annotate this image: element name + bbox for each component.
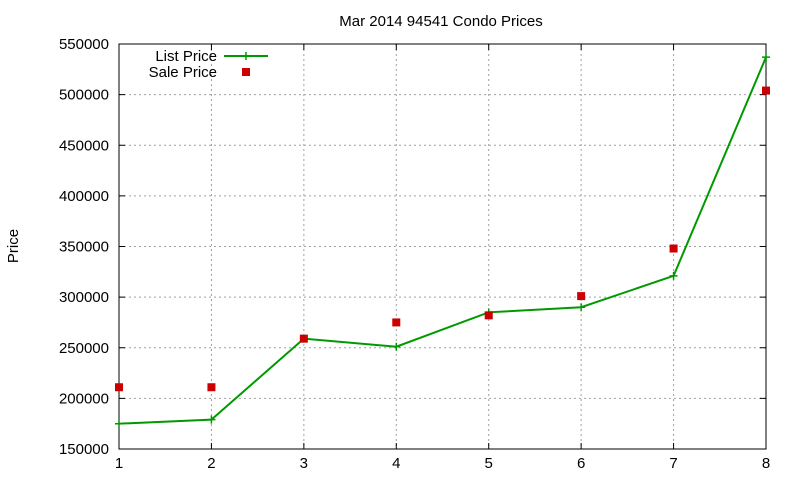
series-layer: [115, 53, 770, 428]
list-price-point: [207, 415, 216, 424]
plot-frame: [118, 43, 767, 450]
legend-item-sale-price: Sale Price: [149, 64, 250, 81]
y-tick-label: 200000: [59, 390, 109, 407]
x-tick-label: 8: [762, 455, 770, 472]
legend-item-list-price: List Price: [155, 48, 268, 65]
x-tick-label: 4: [392, 455, 400, 472]
x-tick-label: 1: [115, 455, 123, 472]
y-tick-label: 300000: [59, 289, 109, 306]
list-price-point: [392, 342, 401, 351]
legend: List Price Sale Price: [149, 48, 268, 81]
sale-price-point: [669, 244, 678, 253]
y-tick-label: 500000: [59, 87, 109, 104]
y-tick-label: 250000: [59, 340, 109, 357]
sale-price-point: [392, 318, 401, 327]
list-price-point: [669, 271, 678, 280]
list-price-point: [577, 303, 586, 312]
y-tick-label: 150000: [59, 441, 109, 458]
grid-lines: [119, 44, 766, 449]
y-axis-label: Price: [5, 229, 22, 263]
sale-price-point: [299, 334, 308, 343]
x-tick-label: 5: [485, 455, 493, 472]
sale-price-point: [115, 383, 123, 392]
y-tick-label: 350000: [59, 239, 109, 256]
sale-price-point: [484, 311, 493, 320]
y-tick-labels: 150000 200000 250000 300000 350000 400000 4500…: [59, 36, 109, 458]
legend-label-list-price: List Price: [155, 48, 217, 65]
x-tick-label: 2: [207, 455, 215, 472]
legend-swatch-sale-price: [242, 68, 250, 76]
sale-price-point: [207, 383, 216, 392]
axis-ticks: [118, 43, 767, 450]
list-price-line: [118, 56, 767, 425]
x-tick-label: 7: [669, 455, 677, 472]
x-tick-label: 6: [577, 455, 585, 472]
x-tick-labels: 1 2 3 4 5 6 7 8: [115, 455, 770, 472]
y-tick-label: 450000: [59, 137, 109, 154]
sale-price-point: [577, 292, 586, 301]
legend-marker-sale-price: [242, 68, 250, 76]
y-tick-label: 550000: [59, 36, 109, 53]
sale-price-point: [762, 86, 770, 95]
legend-swatch-list-price: [224, 52, 268, 60]
legend-marker-list-price: [242, 52, 250, 60]
y-tick-label: 400000: [59, 188, 109, 205]
legend-label-sale-price: Sale Price: [149, 64, 217, 81]
list-price-point: [115, 419, 123, 428]
list-price-point: [762, 53, 770, 62]
chart-title: Mar 2014 94541 Condo Prices: [339, 13, 542, 30]
x-tick-label: 3: [300, 455, 308, 472]
